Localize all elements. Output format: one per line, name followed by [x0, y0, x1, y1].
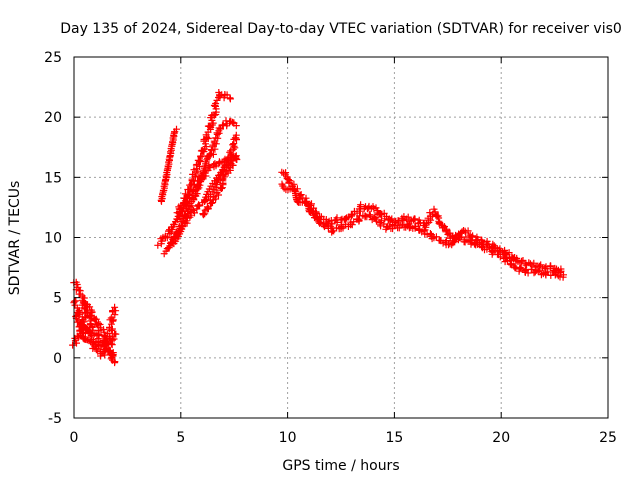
- data-point-markers: [154, 89, 241, 258]
- x-axis-label: GPS time / hours: [282, 458, 399, 474]
- x-tick-label: 10: [279, 430, 297, 446]
- y-tick-label: -5: [48, 411, 62, 427]
- x-tick-label: 0: [70, 430, 79, 446]
- y-axis-label: SDTVAR / TECUs: [7, 181, 23, 296]
- data-point-markers: [69, 278, 120, 367]
- series-segment-1: [69, 278, 120, 367]
- x-tick-label: 25: [599, 430, 617, 446]
- x-tick-label: 15: [385, 430, 403, 446]
- y-tick-label: 25: [44, 50, 62, 66]
- chart-title: Day 135 of 2024, Sidereal Day-to-day VTE…: [60, 21, 622, 37]
- y-tick-label: 0: [53, 351, 62, 367]
- y-tick-label: 20: [44, 110, 62, 126]
- data-layer: [69, 89, 567, 367]
- ticks: 0 5 10 15 20 25 -5 0 5 10 15 20 25: [44, 50, 617, 446]
- grid: [74, 57, 608, 418]
- x-tick-label: 5: [176, 430, 185, 446]
- y-tick-label: 10: [44, 231, 62, 247]
- series-segment-3: [278, 168, 567, 281]
- y-tick-label: 5: [53, 291, 62, 307]
- x-tick-label: 20: [492, 430, 510, 446]
- series-segment-2: [154, 89, 241, 258]
- y-tick-label: 15: [44, 170, 62, 186]
- data-point-markers: [278, 168, 567, 281]
